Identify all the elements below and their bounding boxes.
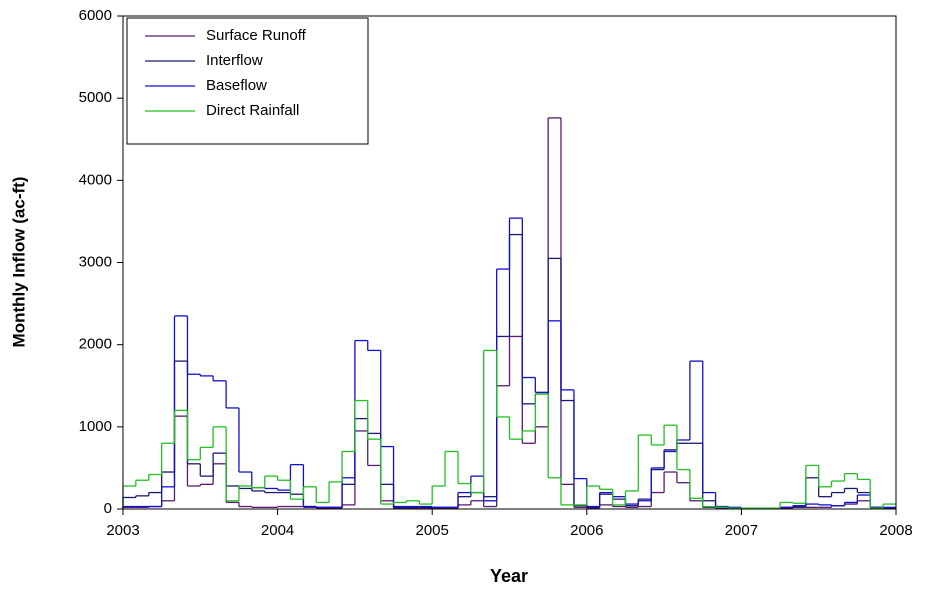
- y-tick-label: 5000: [79, 89, 112, 106]
- x-axis-title: Year: [490, 566, 528, 586]
- legend-label: Direct Rainfall: [206, 102, 299, 119]
- legend-label: Baseflow: [206, 77, 267, 94]
- legend-label: Interflow: [206, 52, 263, 69]
- x-tick-label: 2006: [570, 522, 603, 539]
- legend-box: [126, 17, 369, 145]
- legend-label: Surface Runoff: [206, 27, 307, 44]
- y-tick-label: 1000: [79, 418, 112, 435]
- y-tick-label: 2000: [79, 336, 112, 353]
- series: [122, 349, 897, 509]
- y-tick-label: 6000: [79, 7, 112, 24]
- y-axis-title: Monthly Inflow (ac-ft): [9, 177, 28, 348]
- x-tick-label: 2003: [106, 522, 139, 539]
- legend: Surface Runoff Interflow Baseflow Direct Ra…: [126, 17, 369, 145]
- y-tick-label: 0: [104, 500, 112, 517]
- x-tick-label: 2007: [725, 522, 758, 539]
- y-tick-label: 4000: [79, 171, 112, 188]
- x-tick-label: 2008: [879, 522, 912, 539]
- y-tick-label: 3000: [79, 253, 112, 270]
- plot-frame: [122, 15, 897, 510]
- x-tick-label: 2004: [261, 522, 294, 539]
- x-tick-label: 2005: [416, 522, 449, 539]
